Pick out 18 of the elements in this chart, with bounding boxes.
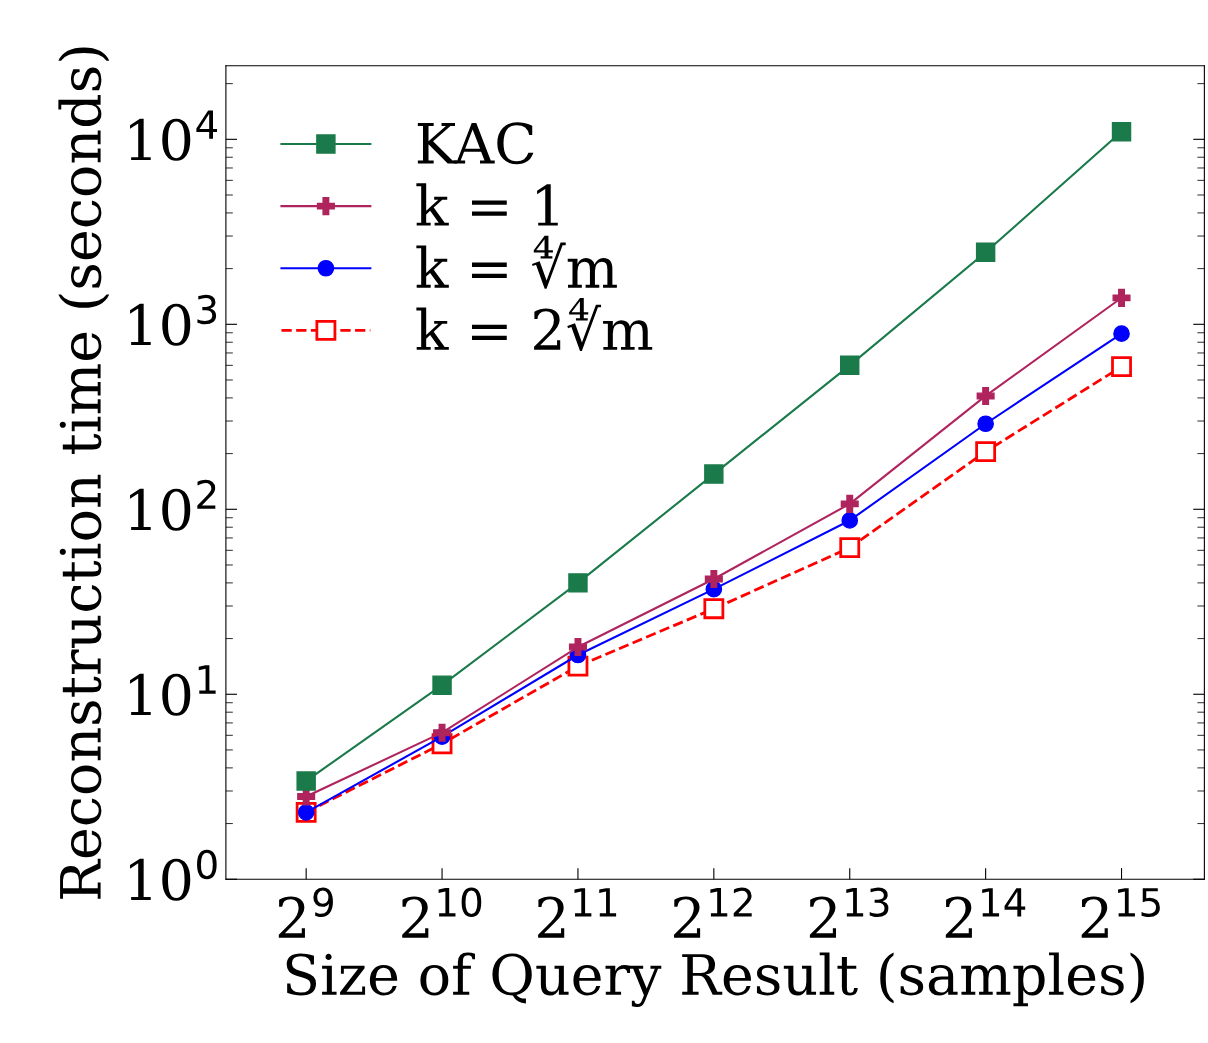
x-axis-title: Size of Query Result (samples) [286,952,1144,1008]
x-tick-label: 2$^{10}$ [402,887,482,938]
x-tick-label: 2$^{11}$ [538,888,617,938]
legend-label: KAC [417,122,534,165]
x-tick-label: 2$^{15}$ [1081,888,1160,938]
x-tick-label: 2$^{13}$ [809,887,889,938]
y-axis-title: Reconstruction time (seconds) [58,47,110,899]
x-tick-label: 2$^{9}$ [278,887,333,938]
x-tick-label: 2$^{14}$ [945,888,1026,938]
x-tick-label: 2$^{12}$ [674,887,752,938]
legend-label: k = 2∜m [416,297,653,351]
legend-label: k = 1 [416,183,558,226]
legend-label: k = ∜m [416,235,617,289]
y-tick-label: 10$^{0}$ [130,849,217,901]
y-tick-label: 10$^{1}$ [130,665,216,716]
y-tick-label: 10$^{4}$ [130,110,218,161]
y-tick-label: 10$^{3}$ [130,294,217,346]
y-tick-label: 10$^{2}$ [130,479,216,531]
